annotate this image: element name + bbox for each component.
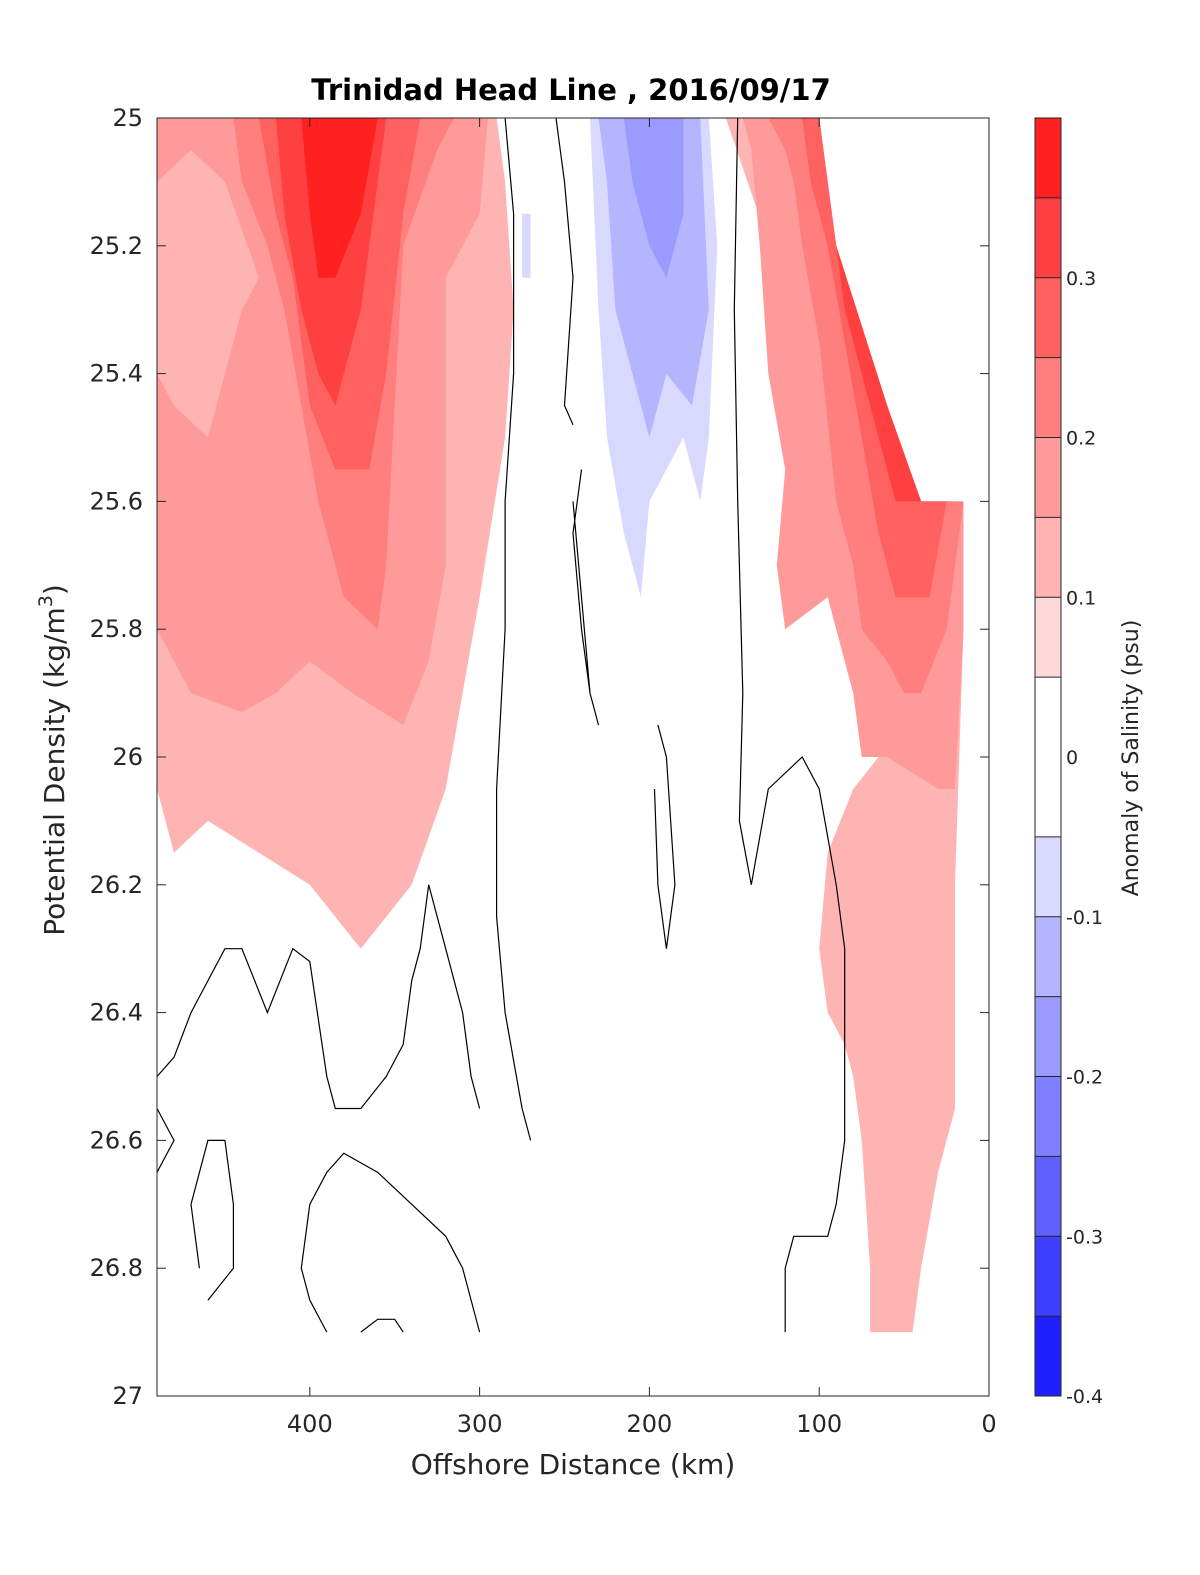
zero-contour-line-3 <box>572 469 600 726</box>
colorbar-tick-label: 0.2 <box>1066 428 1096 450</box>
colorbar-tick-label: -0.2 <box>1066 1067 1103 1089</box>
y-axis-title: Potential Density (kg/m3) <box>35 584 71 936</box>
colorbar-segment <box>1035 517 1061 598</box>
colorbar-segment <box>1035 1076 1061 1157</box>
zero-contour-line-8 <box>300 1152 481 1333</box>
colorbar-segment <box>1035 1236 1061 1317</box>
contour-region-13 <box>623 118 684 278</box>
colorbar-segment <box>1035 357 1061 438</box>
y-axis-title-main: Potential Density (kg/m <box>38 607 71 936</box>
zero-contour-line-5 <box>156 884 481 1110</box>
zero-contour-line-0 <box>496 117 532 1141</box>
colorbar-segment <box>1035 1156 1061 1237</box>
zero-contour-line-7 <box>190 1139 234 1301</box>
zero-contour-lines <box>156 117 846 1333</box>
colorbar-segment <box>1035 197 1061 278</box>
contour-region-14 <box>522 213 531 278</box>
zero-contour-line-2 <box>733 117 846 1333</box>
colorbar-segment <box>1035 916 1061 997</box>
zero-contour-line-9 <box>360 1318 404 1333</box>
y-tick-label: 25.4 <box>90 360 143 388</box>
y-tick-label: 26.4 <box>90 999 143 1027</box>
y-tick-label: 26.2 <box>90 871 143 899</box>
colorbar-segment <box>1035 437 1061 518</box>
colorbar-segment <box>1035 836 1061 917</box>
colorbar-segment <box>1035 1316 1061 1396</box>
y-tick-label: 26 <box>112 743 143 771</box>
colorbar-tick-label: -0.4 <box>1066 1386 1103 1408</box>
colorbar-frame <box>1034 117 1062 1397</box>
colorbar-tick-label: -0.1 <box>1066 907 1103 929</box>
colorbar-tick-label: 0 <box>1066 747 1078 769</box>
contour-region-6 <box>725 118 964 1333</box>
x-tick-label: 200 <box>627 1410 673 1438</box>
y-tick-label: 26.6 <box>90 1126 143 1154</box>
colorbar: 0.3 0.2 0.1 0 -0.1 -0.2 -0.3 -0.4 <box>1034 117 1103 1408</box>
colorbar-tick-label: 0.3 <box>1066 268 1096 290</box>
colorbar-title: Anomaly of Salinity (psu) <box>1119 620 1144 897</box>
colorbar-segment <box>1035 677 1061 837</box>
x-tick-label: 300 <box>457 1410 503 1438</box>
y-tick-label: 25.6 <box>90 487 143 515</box>
contour-region-5 <box>301 118 378 278</box>
y-tick-label: 25 <box>112 104 143 132</box>
x-axis: 400 300 200 100 0 <box>287 118 997 1438</box>
zero-contour-line-6 <box>156 1108 175 1173</box>
x-tick-label: 0 <box>981 1410 996 1438</box>
chart-title: Trinidad Head Line , 2016/09/17 <box>311 73 831 107</box>
x-tick-label: 100 <box>796 1410 842 1438</box>
colorbar-segment <box>1035 277 1061 358</box>
y-axis: 25 25.2 25.4 25.6 25.8 26 26.2 26.4 26.6 26.8 27 <box>90 104 989 1410</box>
colorbar-tick-label: 0.1 <box>1066 587 1096 609</box>
y-axis-title-superscript: 3 <box>35 595 57 607</box>
y-tick-label: 25.2 <box>90 232 143 260</box>
colorbar-segment <box>1035 597 1061 678</box>
x-axis-title: Offshore Distance (km) <box>411 1448 736 1481</box>
y-tick-label: 27 <box>112 1382 143 1410</box>
colorbar-segment <box>1035 996 1061 1077</box>
colorbar-segment <box>1035 118 1061 198</box>
x-tick-label: 400 <box>287 1410 333 1438</box>
zero-contour-line-4 <box>653 724 676 949</box>
y-axis-title-close: ) <box>38 584 71 595</box>
y-tick-label: 25.8 <box>90 615 143 643</box>
contour-fills <box>157 118 964 1333</box>
y-tick-label: 26.8 <box>90 1254 143 1282</box>
colorbar-tick-label: -0.3 <box>1066 1226 1103 1248</box>
zero-contour-line-1 <box>555 117 574 425</box>
